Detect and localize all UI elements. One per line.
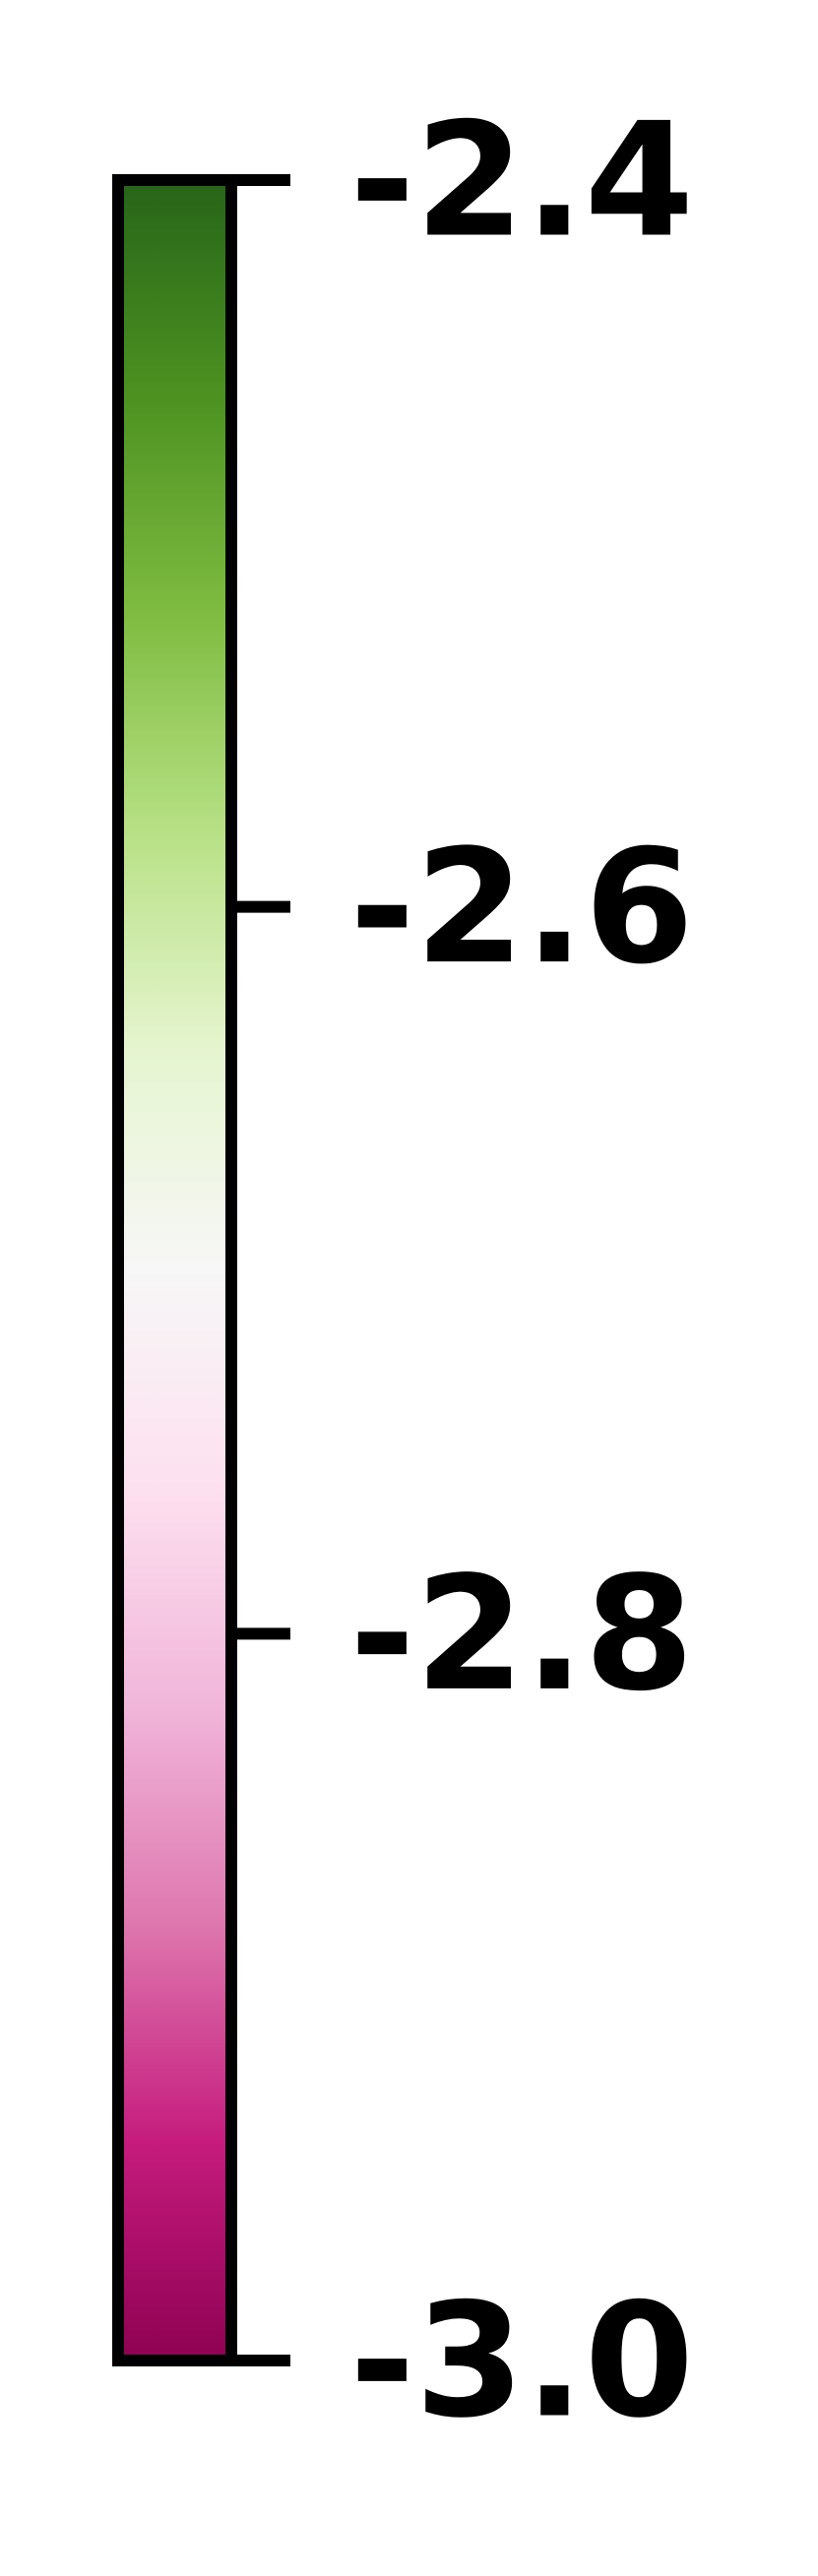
tick-label: -2.8 [349, 1542, 694, 1726]
colorbar-gradient [118, 180, 231, 2361]
tick-label: -3.0 [349, 2269, 694, 2453]
tick-label: -2.6 [349, 815, 694, 999]
colorbar-ticks: -2.4 -2.6 -2.8 -3.0 [231, 89, 694, 2453]
tick-label: -2.4 [349, 89, 694, 273]
